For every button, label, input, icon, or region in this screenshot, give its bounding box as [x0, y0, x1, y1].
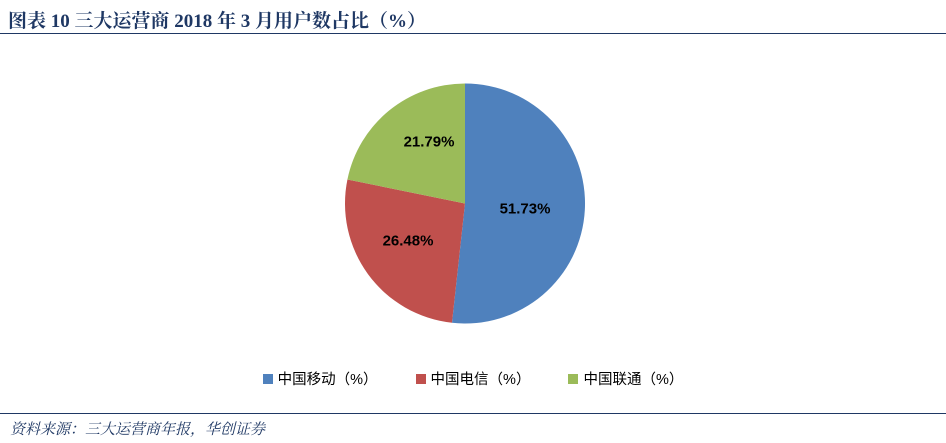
svg-text:21.79%: 21.79% [404, 134, 455, 151]
svg-text:51.73%: 51.73% [500, 200, 551, 217]
svg-text:26.48%: 26.48% [383, 232, 434, 249]
